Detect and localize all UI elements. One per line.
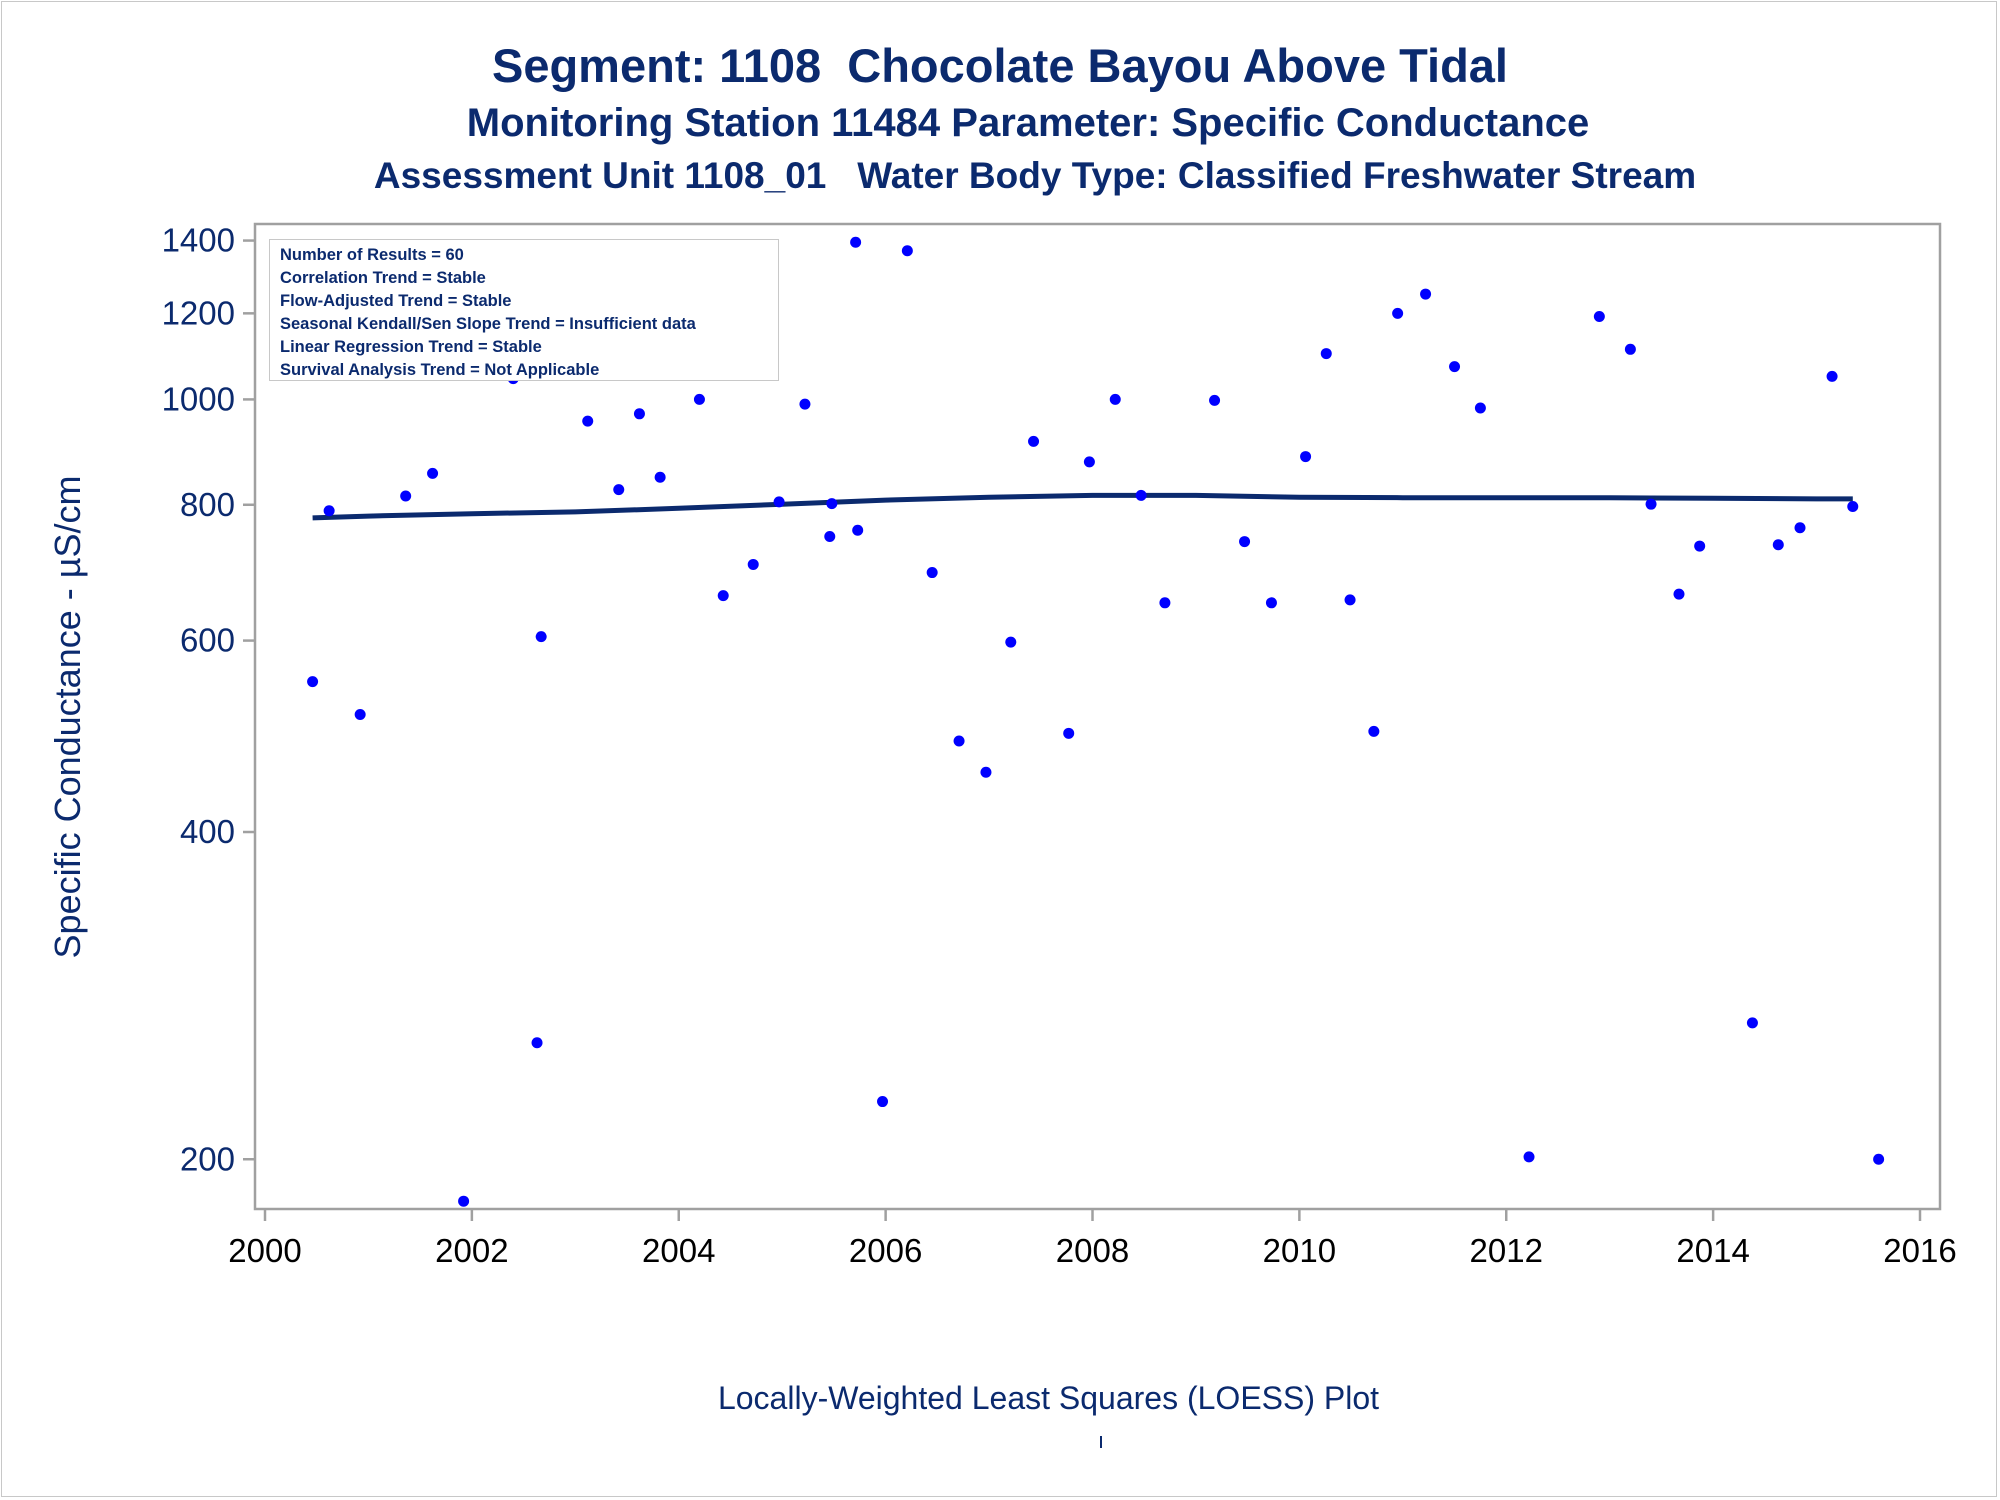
data-point [1474, 402, 1486, 414]
data-point [1005, 636, 1017, 648]
x-tick-label: 2006 [849, 1232, 922, 1269]
data-point [826, 498, 838, 510]
data-point [1420, 288, 1432, 300]
data-point [427, 467, 439, 479]
x-axis: 2000 2002 2004 2006 2008 2010 2012 2014 2016 [228, 1209, 1957, 1269]
data-point [1624, 343, 1636, 355]
footer-caption: Locally-Weighted Least Squares (LOESS) P… [717, 1380, 1380, 1416]
data-point [582, 415, 594, 427]
data-point [1135, 489, 1147, 501]
x-tick-label: 2008 [1056, 1232, 1129, 1269]
x-tick-label: 2010 [1263, 1232, 1336, 1269]
legend-entry-flow-adjusted: Flow-Adjusted Trend = Stable [280, 292, 512, 310]
data-point [531, 1037, 543, 1049]
legend-entry-linear-regression: Linear Regression Trend = Stable [280, 338, 542, 356]
y-tick-label: 800 [180, 486, 235, 523]
legend: Number of Results = 60 Correlation Trend… [269, 239, 779, 381]
x-tick-label: 2004 [642, 1232, 715, 1269]
data-point [1645, 498, 1657, 510]
data-point [323, 505, 335, 517]
data-point [852, 524, 864, 536]
data-point [1694, 540, 1706, 552]
y-tick-label: 400 [180, 813, 235, 850]
data-point [747, 558, 759, 570]
data-point [1239, 536, 1251, 548]
data-point [1265, 597, 1277, 609]
y-tick-label: 1000 [162, 380, 235, 417]
loess-curve [312, 492, 1853, 521]
data-point [354, 709, 366, 721]
data-point [1873, 1153, 1885, 1165]
data-point [1593, 311, 1605, 323]
data-point [1826, 370, 1838, 382]
data-point [953, 735, 965, 747]
y-tick-label: 1200 [162, 294, 235, 331]
data-point [307, 676, 319, 688]
data-point [1159, 597, 1171, 609]
data-point [1746, 1017, 1758, 1029]
chart-subtitle-2: Assessment Unit 1108_01 Water Body Type:… [373, 155, 1697, 196]
y-tick-label: 1400 [162, 222, 235, 259]
data-point [1028, 435, 1040, 447]
plot-area [253, 222, 1942, 1211]
y-tick-label: 600 [180, 622, 235, 659]
x-tick-label: 2016 [1883, 1232, 1956, 1269]
data-point [1344, 594, 1356, 606]
x-tick-label: 2014 [1676, 1232, 1749, 1269]
data-point [654, 471, 666, 483]
y-tick-label: 200 [180, 1140, 235, 1177]
data-point [613, 484, 625, 496]
data-point [1523, 1151, 1535, 1163]
data-point [535, 631, 547, 643]
data-point [1794, 522, 1806, 534]
data-point [717, 590, 729, 602]
y-axis-label: Specific Conductance - µS/cm [47, 476, 88, 959]
data-point [901, 245, 913, 257]
x-tick-label: 2012 [1470, 1232, 1543, 1269]
data-point [1772, 539, 1784, 551]
data-point [693, 393, 705, 405]
data-point [1109, 393, 1121, 405]
data-point [1063, 727, 1075, 739]
data-point [1392, 307, 1404, 319]
y-axis: 200 400 600 800 1000 1200 1400 [162, 222, 255, 1177]
data-point [1320, 348, 1332, 360]
data-point [850, 236, 862, 248]
data-point [1300, 451, 1312, 463]
data-point [926, 567, 938, 579]
data-point [633, 408, 645, 420]
data-point [1673, 588, 1685, 600]
chart-title: Segment: 1108 Chocolate Bayou Above Tida… [491, 39, 1508, 92]
data-point [1368, 725, 1380, 737]
data-point [877, 1096, 889, 1108]
data-points [307, 236, 1885, 1207]
data-point [1449, 361, 1461, 373]
data-point [1083, 456, 1095, 468]
data-point [1847, 501, 1859, 513]
data-point [1209, 394, 1221, 406]
footer-mark [1100, 1436, 1102, 1448]
data-point [980, 766, 992, 778]
data-point [773, 496, 785, 508]
x-tick-label: 2000 [228, 1232, 301, 1269]
legend-entry-seasonal-kendall: Seasonal Kendall/Sen Slope Trend = Insuf… [280, 315, 696, 333]
data-point [400, 490, 412, 502]
loess-line [312, 492, 1853, 521]
x-tick-label: 2002 [435, 1232, 508, 1269]
chart-subtitle: Monitoring Station 11484 Parameter: Spec… [466, 101, 1590, 145]
legend-entry-results: Number of Results = 60 [280, 246, 464, 264]
legend-entry-correlation: Correlation Trend = Stable [280, 269, 486, 287]
data-point [458, 1195, 470, 1207]
legend-entry-survival: Survival Analysis Trend = Not Applicable [280, 361, 600, 379]
data-point [799, 398, 811, 410]
data-point [824, 530, 836, 542]
